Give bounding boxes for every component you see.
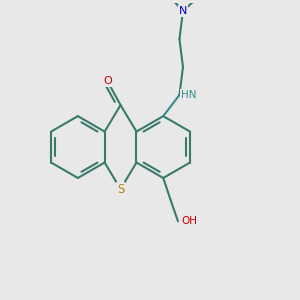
Text: O: O — [103, 76, 112, 86]
Text: S: S — [117, 182, 124, 196]
Text: OH: OH — [181, 216, 197, 226]
Text: HN: HN — [181, 90, 197, 100]
Text: N: N — [179, 6, 187, 16]
